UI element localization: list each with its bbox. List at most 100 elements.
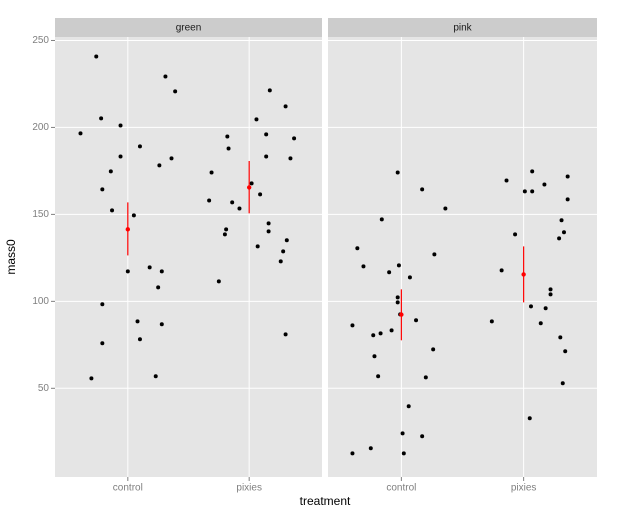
point: [350, 451, 355, 456]
mean-point: [399, 312, 404, 317]
x-tick-label: pixies: [236, 483, 262, 494]
point: [543, 306, 548, 311]
point: [230, 200, 235, 205]
point: [432, 252, 437, 257]
point: [378, 331, 383, 336]
point: [209, 170, 214, 175]
panel-background: [55, 37, 322, 477]
y-tick-label: 100: [32, 296, 49, 307]
point: [278, 259, 283, 264]
point: [159, 322, 164, 327]
point: [288, 156, 293, 161]
point: [264, 132, 269, 137]
point: [565, 174, 570, 179]
point: [376, 374, 381, 379]
point: [420, 434, 425, 439]
point: [135, 319, 140, 324]
point: [443, 206, 448, 211]
point: [379, 217, 384, 222]
point: [283, 332, 288, 337]
point: [281, 249, 286, 254]
point: [414, 318, 419, 323]
point: [407, 275, 412, 280]
point: [559, 218, 564, 223]
point: [395, 300, 400, 305]
point: [395, 170, 400, 175]
point: [292, 136, 297, 141]
point: [237, 206, 242, 211]
point: [499, 268, 504, 273]
point: [159, 269, 164, 274]
point: [371, 333, 376, 338]
point: [557, 236, 562, 241]
panel-background: [328, 37, 597, 477]
point: [527, 416, 532, 421]
point: [372, 354, 377, 359]
point: [254, 117, 259, 122]
point: [78, 131, 83, 136]
point: [368, 446, 373, 451]
point: [396, 263, 401, 268]
y-tick-label: 50: [38, 383, 50, 394]
mean-point: [125, 227, 131, 232]
point: [355, 246, 360, 251]
point: [249, 181, 254, 186]
x-tick-label: control: [113, 483, 143, 494]
point: [548, 292, 553, 297]
point: [542, 182, 547, 187]
point: [400, 431, 405, 436]
point: [431, 347, 436, 352]
point: [560, 381, 565, 386]
x-axis-label: treatment: [300, 494, 351, 508]
point: [147, 265, 152, 270]
point: [406, 404, 411, 409]
point: [163, 74, 168, 79]
point: [226, 146, 231, 151]
point: [563, 349, 568, 354]
point: [266, 221, 271, 226]
strip-background: [55, 18, 322, 37]
point: [100, 302, 105, 307]
point: [110, 208, 115, 213]
point: [361, 264, 366, 269]
point: [283, 104, 288, 109]
point: [225, 134, 230, 139]
point: [108, 169, 113, 174]
y-tick-label: 150: [32, 209, 49, 220]
point: [255, 244, 260, 249]
point: [137, 144, 142, 149]
strip-background: [328, 18, 597, 37]
point: [538, 321, 543, 326]
y-axis-label: mass0: [4, 239, 18, 275]
strip-label: pink: [453, 23, 472, 34]
point: [216, 279, 221, 284]
point: [89, 376, 94, 381]
point: [94, 54, 99, 59]
point: [389, 328, 394, 333]
point: [222, 232, 227, 237]
point: [118, 154, 123, 159]
point: [99, 116, 104, 121]
point: [513, 232, 518, 237]
x-tick-label: pixies: [511, 483, 537, 494]
point: [558, 335, 563, 340]
point: [173, 89, 178, 94]
point: [420, 187, 425, 192]
point: [395, 295, 400, 300]
point: [207, 198, 212, 203]
point: [522, 189, 527, 194]
point: [350, 323, 355, 328]
strip-label: green: [176, 23, 202, 34]
point: [530, 189, 535, 194]
point: [528, 304, 533, 309]
point: [423, 375, 428, 380]
point: [401, 451, 406, 456]
point: [561, 230, 566, 235]
point: [548, 287, 553, 292]
y-tick-label: 250: [32, 35, 49, 46]
point: [100, 341, 105, 346]
point: [131, 213, 136, 218]
point: [504, 178, 509, 183]
point: [100, 187, 105, 192]
